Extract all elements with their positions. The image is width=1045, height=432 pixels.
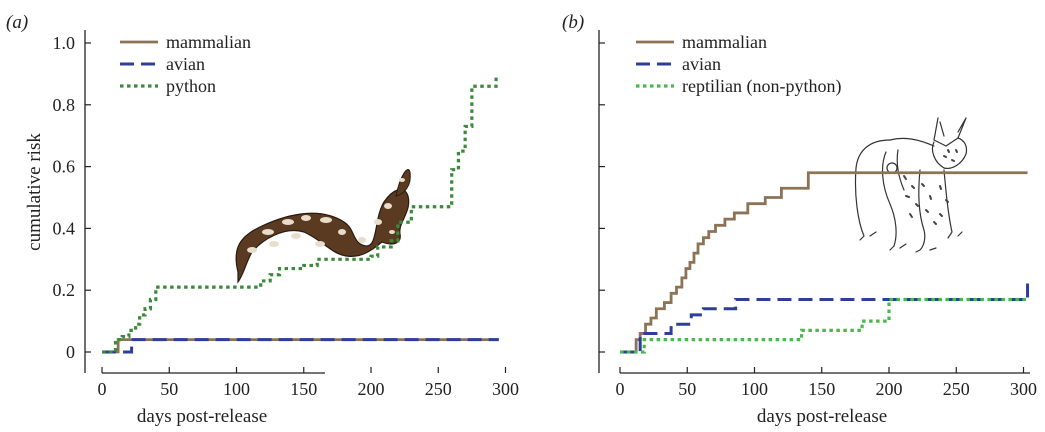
python-body xyxy=(235,188,410,284)
series-python-line xyxy=(102,76,498,354)
x-tick-label: 300 xyxy=(492,379,519,399)
y-tick-label: 0.2 xyxy=(53,280,76,300)
wild-cat-illustration xyxy=(854,117,968,253)
x-tick-label: 200 xyxy=(358,379,385,399)
panel-b-axes xyxy=(598,30,1030,374)
panel-a-ylabel: cumulative risk xyxy=(24,133,45,251)
panel-b-series xyxy=(620,171,1030,354)
y-tick-label: 0 xyxy=(66,342,75,362)
legend-label-reptilian-non-python: reptilian (non-python) xyxy=(682,76,841,97)
legend-label-avian: avian xyxy=(166,54,205,74)
panel-a-series xyxy=(102,76,499,354)
x-tick-label: 100 xyxy=(223,379,250,399)
x-tick-label: 150 xyxy=(290,379,317,399)
panel-b-label: (b) xyxy=(562,12,584,33)
panel-b-tick-labels: 0 50 100 150 200 250 300 xyxy=(616,379,1038,399)
x-tick-label: 0 xyxy=(616,379,625,399)
y-tick-label: 0.8 xyxy=(53,95,76,115)
panel-a-tick-labels: 0 50 100 150 200 250 300 0 0.2 0.4 0.6 0.8 1.0 xyxy=(53,33,520,399)
x-tick-label: 150 xyxy=(808,379,835,399)
panel-a-xlabel: days post-release xyxy=(137,406,267,427)
legend-label-avian: avian xyxy=(682,54,721,74)
series-mammalian-line xyxy=(102,338,499,354)
x-tick-label: 100 xyxy=(741,379,768,399)
x-tick-label: 250 xyxy=(425,379,452,399)
series-reptilian-non-python-line xyxy=(620,297,1028,354)
python-pattern xyxy=(247,178,405,253)
python-illustration xyxy=(235,169,411,284)
python-head xyxy=(395,169,411,197)
series-avian-line xyxy=(620,277,1030,354)
x-tick-label: 50 xyxy=(678,379,696,399)
series-mammalian-line xyxy=(620,171,1028,354)
x-tick-label: 0 xyxy=(98,379,107,399)
x-tick-label: 200 xyxy=(876,379,903,399)
panel-b-xlabel: days post-release xyxy=(757,406,887,427)
cat-spots xyxy=(903,149,958,225)
panel-a: (a) cumulative risk days post-release 0 5… xyxy=(6,12,519,427)
panel-a-label: (a) xyxy=(6,12,28,33)
legend-label-python: python xyxy=(166,76,216,96)
x-tick-label: 250 xyxy=(943,379,970,399)
y-tick-label: 1.0 xyxy=(53,33,76,53)
panel-a-axes xyxy=(84,30,507,374)
series-avian-line xyxy=(102,338,499,354)
x-tick-label: 50 xyxy=(160,379,178,399)
x-tick-label: 300 xyxy=(1010,379,1037,399)
y-tick-label: 0.4 xyxy=(53,218,76,238)
legend-label-mammalian: mammalian xyxy=(682,32,767,52)
panel-b: (b) days post-release 0 50 100 150 200 250 300… xyxy=(562,12,1037,427)
y-tick-label: 0.6 xyxy=(53,157,76,177)
legend-label-mammalian: mammalian xyxy=(166,32,251,52)
